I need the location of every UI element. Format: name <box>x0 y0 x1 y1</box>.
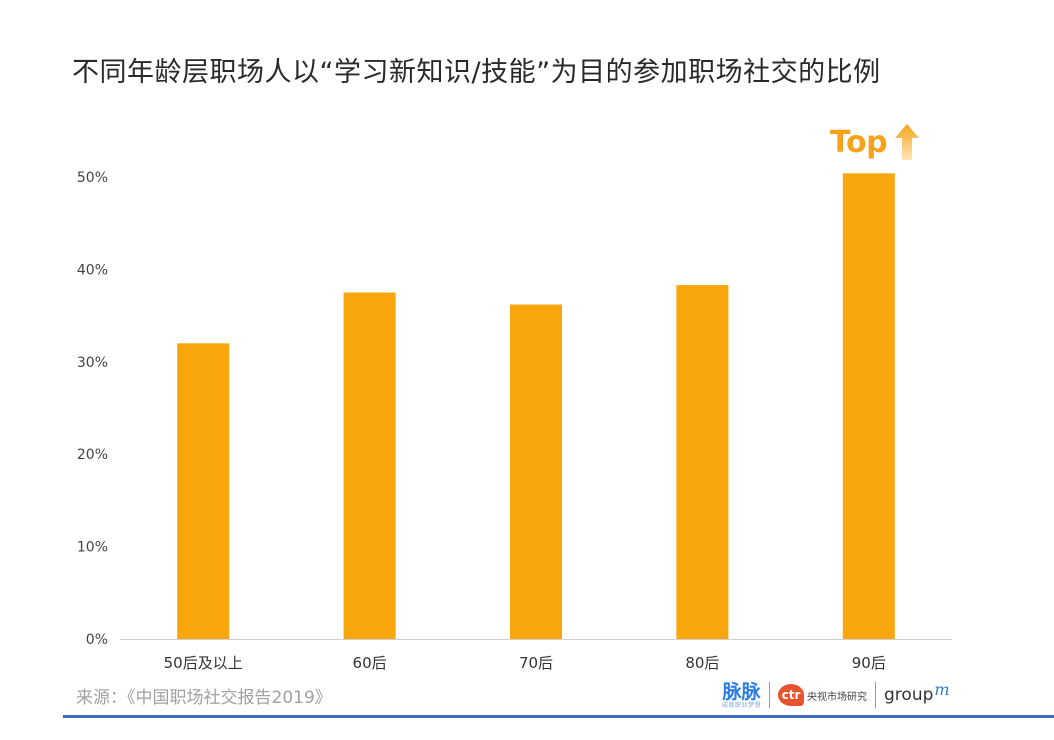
bottom-rule <box>63 715 1054 718</box>
x-tick-label: 70后 <box>519 654 553 672</box>
y-tick-label: 10% <box>77 540 108 556</box>
y-tick-label: 20% <box>77 447 108 463</box>
bar <box>676 285 729 639</box>
ctr-logo: ctr 央视市场研究 <box>778 684 867 706</box>
y-tick-label: 0% <box>86 632 108 648</box>
bar <box>510 304 562 639</box>
bar <box>177 343 230 639</box>
groupm-logo: group m <box>884 680 950 705</box>
y-tick-label: 30% <box>77 355 108 371</box>
logo-divider <box>875 682 877 708</box>
logos: 脉脉 成就职业梦想 ctr 央视市场研究 group m <box>722 678 950 712</box>
maimai-logo: 脉脉 成就职业梦想 <box>722 682 761 709</box>
groupm-logo-m: m <box>934 680 950 699</box>
ctr-logo-mark: ctr <box>778 684 805 706</box>
x-tick-label: 60后 <box>353 654 387 672</box>
x-tick-label: 50后及以上 <box>164 654 243 672</box>
up-arrow-icon <box>895 124 920 160</box>
x-tick-label: 90后 <box>852 654 886 672</box>
bar <box>343 292 396 639</box>
y-tick-label: 50% <box>77 170 108 186</box>
ctr-logo-text: 央视市场研究 <box>807 691 868 703</box>
maimai-logo-sub: 成就职业梦想 <box>722 701 762 709</box>
groupm-logo-text: group <box>884 685 934 705</box>
top-badge: Top <box>830 124 920 160</box>
logo-divider <box>769 682 771 708</box>
bar <box>842 173 895 639</box>
chart-title: 不同年龄层职场人以“学习新知识/技能”为目的参加职场社交的比例 <box>72 57 881 88</box>
x-tick-label: 80后 <box>685 654 719 672</box>
top-badge-label: Top <box>830 124 888 160</box>
source-note: 来源：《中国职场社交报告2019》 <box>76 688 332 708</box>
maimai-logo-text: 脉脉 <box>722 680 761 703</box>
y-tick-label: 40% <box>77 262 108 278</box>
